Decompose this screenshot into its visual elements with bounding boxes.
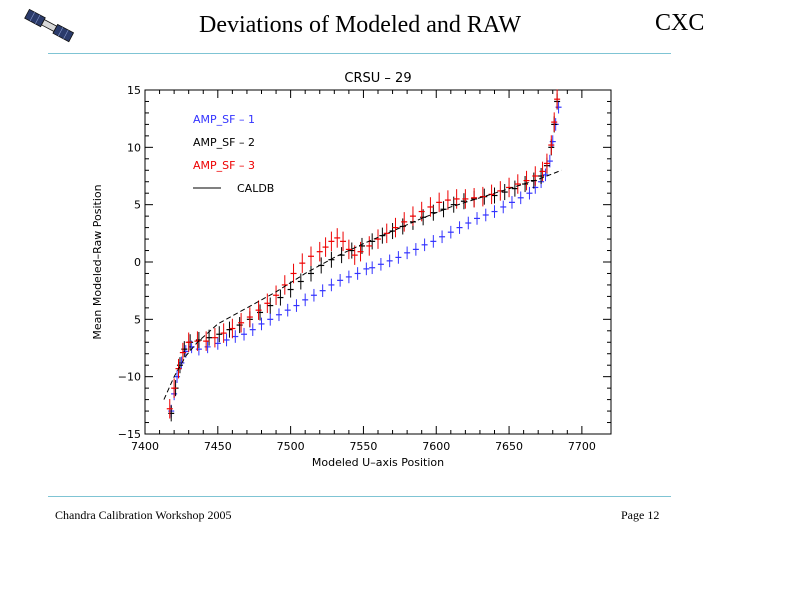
page-number: Page 12 — [621, 508, 660, 522]
chart-title: CRSU – 29 — [344, 71, 411, 86]
y-tick-label: 15 — [127, 84, 141, 97]
x-tick-label: 7450 — [204, 440, 232, 453]
legend-label: CALDB — [237, 182, 274, 195]
y-axis-title: Mean Modeled–Raw Position — [91, 184, 104, 339]
y-tick-label: −15 — [118, 428, 141, 441]
footer-left: Chandra Calibration Workshop 2005 — [55, 508, 232, 522]
caldb-line — [163, 169, 562, 400]
org-label: CXC — [655, 10, 705, 36]
y-tick-label: 10 — [127, 141, 141, 154]
slide-title: Deviations of Modeled and RAW — [198, 12, 521, 38]
footer-rule — [48, 496, 671, 497]
x-tick-label: 7650 — [495, 440, 523, 453]
y-tick-label: −10 — [118, 371, 141, 384]
x-axis-title: Modeled U–axis Position — [312, 456, 444, 469]
x-tick-label: 7700 — [568, 440, 596, 453]
header-rule — [48, 53, 671, 54]
x-tick-label: 7600 — [422, 440, 450, 453]
x-tick-label: 7500 — [277, 440, 305, 453]
legend-label: AMP_SF – 2 — [193, 136, 255, 149]
y-tick-label: 0 — [134, 256, 141, 269]
y-tick-label: 5 — [134, 313, 141, 326]
y-tick-label: 5 — [134, 199, 141, 212]
x-tick-label: 7400 — [131, 440, 159, 453]
chart: CRSU – 29 7400 7450 7500 7550 7600 7650 7700 −15… — [91, 71, 612, 469]
satellite-icon — [24, 8, 75, 43]
x-tick-label: 7550 — [349, 440, 377, 453]
legend-label: AMP_SF – 1 — [193, 113, 255, 126]
legend-label: AMP_SF – 3 — [193, 159, 255, 172]
